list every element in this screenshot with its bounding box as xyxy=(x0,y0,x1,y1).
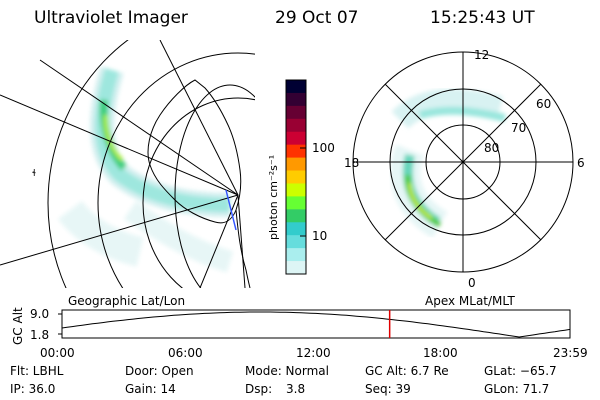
colorbar-band xyxy=(286,209,306,223)
time-tick-3: 18:00 xyxy=(423,346,458,360)
footer-gain: Gain: 14 xyxy=(125,382,176,396)
colorbar-tick-100: 100 xyxy=(312,141,335,155)
footer-ip: IP: 36.0 xyxy=(10,382,56,396)
colorbar-band xyxy=(286,92,306,107)
colorbar-band xyxy=(286,248,306,262)
instrument-title: Ultraviolet Imager xyxy=(34,8,188,28)
colorbar-band xyxy=(286,157,306,172)
altitude-plot xyxy=(58,309,571,339)
mlat-label-60: 60 xyxy=(536,97,551,111)
time-tick-2: 12:00 xyxy=(296,346,331,360)
colorbar-band xyxy=(286,105,306,120)
footer-glon: GLon: 71.7 xyxy=(484,382,550,396)
colorbar-band xyxy=(286,222,306,236)
colorbar-band xyxy=(286,144,306,159)
mlt-label-0: 0 xyxy=(468,276,476,290)
colorbar-band xyxy=(286,196,306,210)
polar-plot xyxy=(352,51,574,273)
mlat-label-70: 70 xyxy=(511,121,526,135)
altitude-ytick-1: 1.8 xyxy=(30,328,49,342)
colorbar-band xyxy=(286,131,306,146)
colorbar-band xyxy=(286,183,306,197)
footer-flt: Flt: LBHL xyxy=(10,364,64,378)
colorbar-band xyxy=(286,170,306,184)
altitude-curve xyxy=(61,311,571,338)
mlt-label-6: 6 xyxy=(577,156,585,170)
right-panel-label: Apex MLat/MLT xyxy=(425,294,515,308)
footer-glat: GLat: −65.7 xyxy=(484,364,557,378)
colorbar-band xyxy=(286,261,306,275)
footer-mode: Mode: Normal xyxy=(245,364,329,378)
coastline xyxy=(147,79,242,224)
time-tick-1: 06:00 xyxy=(168,346,203,360)
left-panel-label: Geographic Lat/Lon xyxy=(68,294,186,308)
mlat-label-80: 80 xyxy=(484,141,499,155)
time-tick-0: 00:00 xyxy=(40,346,75,360)
mlt-label-12: 12 xyxy=(474,48,489,62)
colorbar-tick-10: 10 xyxy=(312,229,327,243)
time-tick-4: 23:59 xyxy=(553,346,588,360)
footer-dsp-value: 3.8 xyxy=(286,382,306,396)
altitude-ytick-9: 9.0 xyxy=(30,307,49,321)
footer-gc-alt: GC Alt: 6.7 Re xyxy=(365,364,449,378)
mlt-label-18: 18 xyxy=(344,156,359,170)
colorbar xyxy=(286,80,306,275)
colorbar-unit: photon cm⁻²s⁻¹ xyxy=(267,155,280,240)
date-label: 29 Oct 07 xyxy=(275,8,359,28)
colorbar-band xyxy=(286,235,306,249)
geographic-map: ɬ xyxy=(0,40,255,288)
footer-seq: Seq: 39 xyxy=(365,382,411,396)
time-label: 15:25:43 UT xyxy=(430,8,535,28)
footer-door: Door: Open xyxy=(125,364,194,378)
footer-dsp-label: Dsp: xyxy=(245,382,273,396)
colorbar-band xyxy=(286,118,306,133)
altitude-ylabel: GC Alt xyxy=(11,307,25,345)
location-marker: ɬ xyxy=(32,169,36,179)
colorbar-band xyxy=(286,80,306,94)
